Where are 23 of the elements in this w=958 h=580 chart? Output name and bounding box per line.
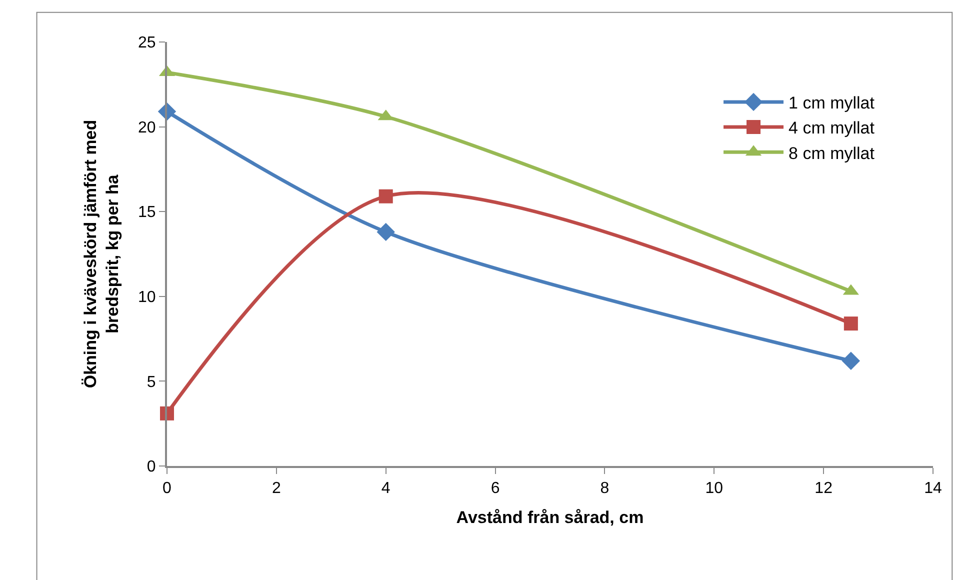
- y-tick-label: 5: [146, 374, 156, 391]
- x-tick-label: 6: [490, 480, 500, 498]
- x-tick-label: 2: [272, 480, 281, 498]
- x-tick-label: 4: [381, 480, 390, 498]
- legend-label: 8 cm myllat: [788, 144, 875, 163]
- legend-label: 1 cm myllat: [788, 94, 875, 113]
- point: [844, 316, 858, 331]
- y-axis-title: Ökning i kväveskörd jämfört med bredsprit, kg per ha: [80, 120, 122, 388]
- x-tick-label: 0: [162, 480, 172, 498]
- y-tick-label: 20: [138, 119, 156, 136]
- point: [842, 352, 860, 370]
- y-tick-label: 15: [138, 204, 156, 222]
- x-axis-title: Avstånd från sårad, cm: [456, 508, 644, 528]
- x-tick-label: 14: [924, 480, 942, 498]
- x-tick-label: 12: [814, 480, 833, 498]
- y-tick-label: 10: [138, 289, 156, 306]
- x-tick-label: 10: [705, 480, 724, 498]
- legend-label: 4 cm myllat: [788, 118, 875, 138]
- y-tick-label: 25: [138, 34, 156, 52]
- x-tick-label: 8: [600, 480, 610, 498]
- point: [376, 222, 395, 242]
- y-tick-label: 0: [146, 458, 156, 476]
- point: [378, 189, 393, 204]
